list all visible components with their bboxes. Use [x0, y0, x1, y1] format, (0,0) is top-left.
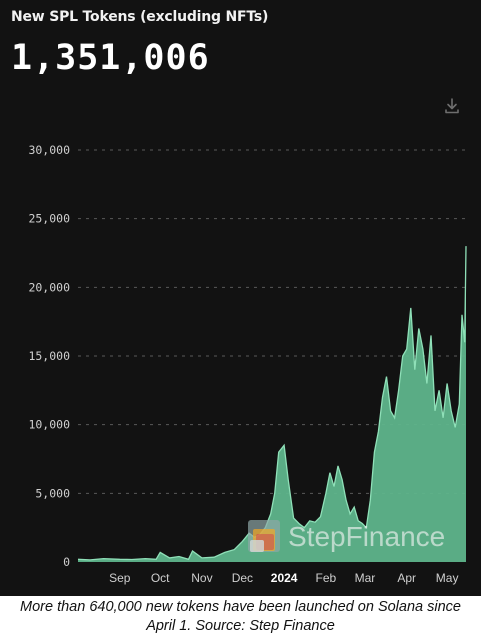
- x-axis-ticks: Sep Oct Nov Dec 2024 Feb Mar Apr May: [109, 571, 458, 585]
- download-icon: [445, 98, 459, 114]
- x-tick-label: Feb: [316, 571, 337, 585]
- chart-panel: New SPL Tokens (excluding NFTs) 1,351,00…: [0, 0, 481, 596]
- x-tick-label: 2024: [271, 571, 298, 585]
- grid-lines: [78, 149, 466, 494]
- caption-line-1: More than 640,000 new tokens have been l…: [20, 599, 461, 615]
- series-line: [77, 246, 467, 561]
- x-tick-label: Nov: [191, 571, 212, 585]
- step-finance-logo-icon: [248, 520, 280, 552]
- figure-caption: More than 640,000 new tokens have been l…: [0, 598, 481, 636]
- x-tick-label: Sep: [109, 571, 131, 585]
- download-button[interactable]: [442, 96, 462, 116]
- x-tick-label: Dec: [232, 571, 253, 585]
- x-tick-label: Apr: [397, 571, 416, 585]
- y-axis-ticks: 0 5,000 10,000 15,000 20,000 25,000 30,000: [28, 143, 70, 569]
- y-tick-label: 5,000: [35, 486, 70, 500]
- y-tick-label: 20,000: [28, 280, 70, 294]
- watermark-text: StepFinance: [288, 521, 445, 552]
- y-tick-label: 15,000: [28, 349, 70, 363]
- x-tick-label: Mar: [355, 571, 376, 585]
- y-tick-label: 25,000: [28, 212, 70, 226]
- y-tick-label: 0: [63, 555, 70, 569]
- chart-title: New SPL Tokens (excluding NFTs): [11, 9, 269, 25]
- area-chart: 0 5,000 10,000 15,000 20,000 25,000 30,000 Ste…: [28, 143, 467, 585]
- watermark: StepFinance: [248, 520, 445, 552]
- y-tick-label: 10,000: [28, 418, 70, 432]
- area-fill: [78, 246, 466, 562]
- series-area: [77, 246, 467, 562]
- y-tick-label: 30,000: [28, 143, 70, 157]
- x-tick-label: May: [436, 571, 459, 585]
- total-count: 1,351,006: [11, 38, 210, 78]
- x-tick-label: Oct: [151, 571, 170, 585]
- caption-line-2: April 1. Source: Step Finance: [146, 618, 335, 634]
